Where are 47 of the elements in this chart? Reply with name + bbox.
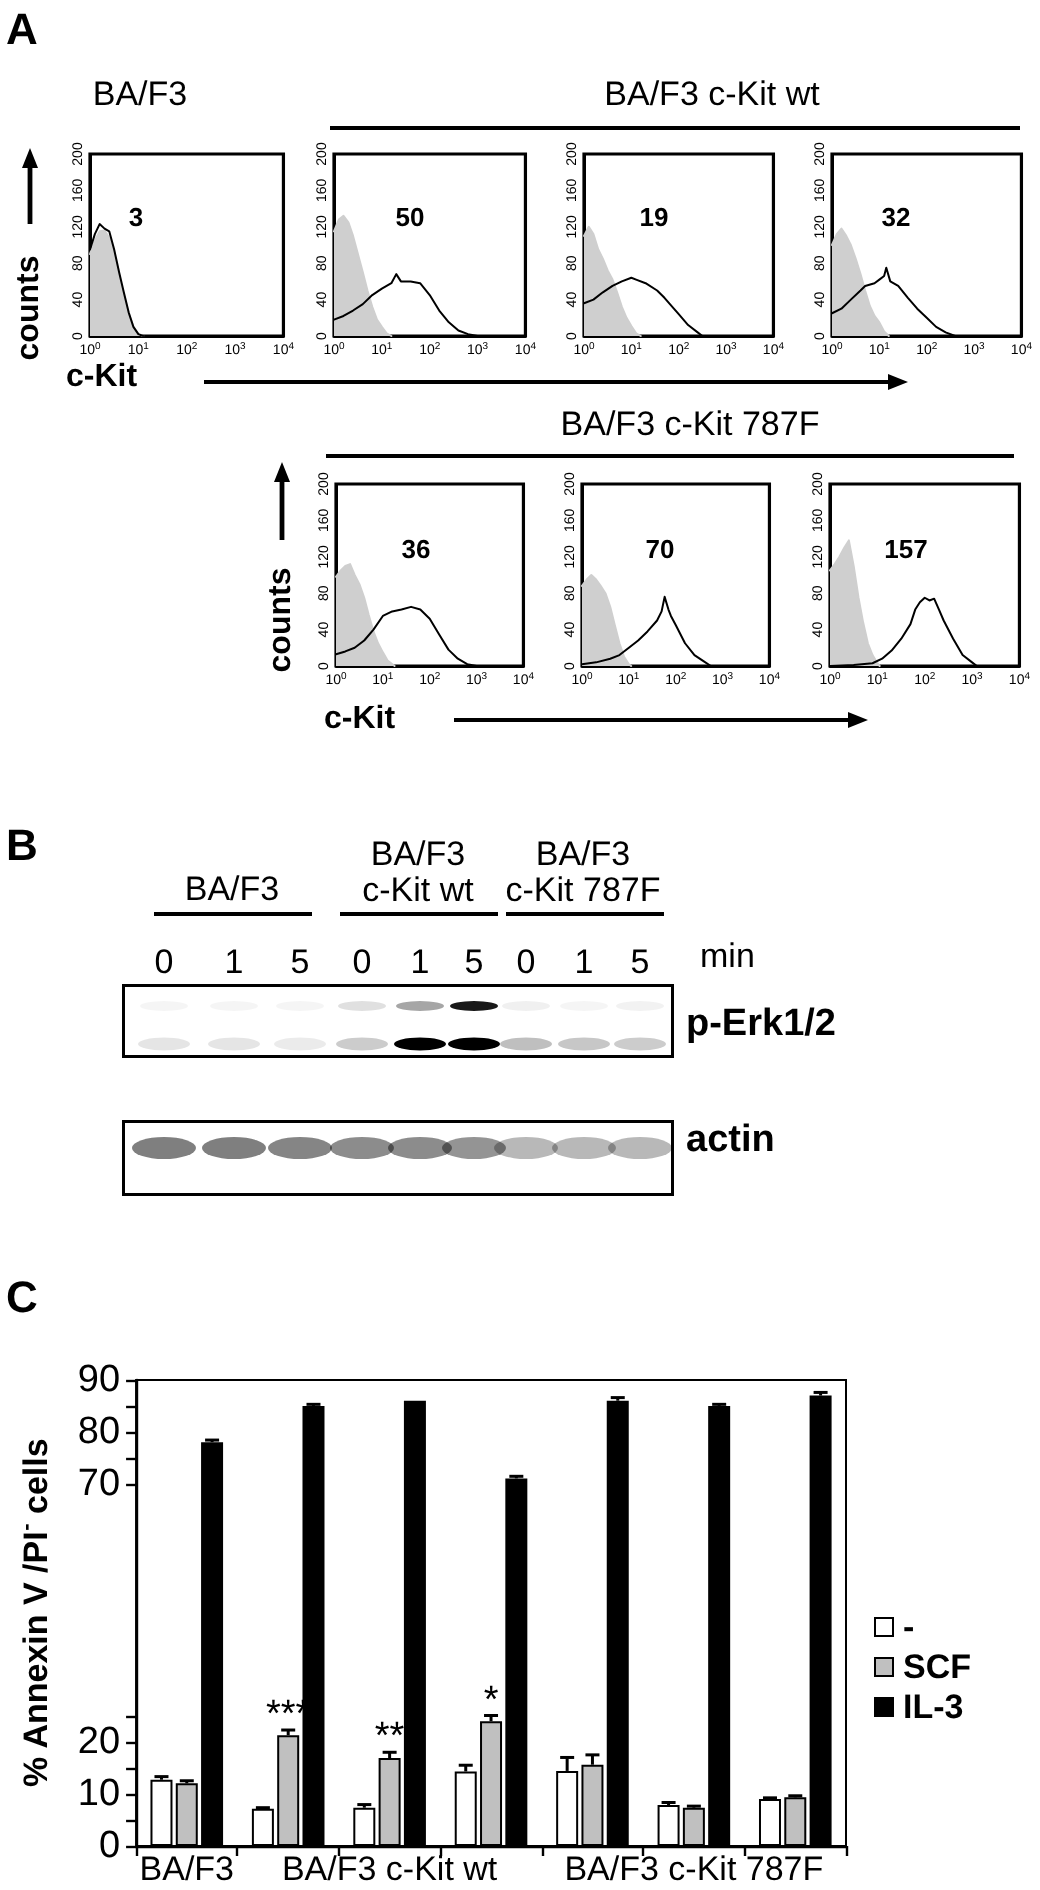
x-tick-label: BA/F3 c-Kit wt	[281, 1850, 498, 1888]
legend-label: -	[903, 1608, 915, 1646]
y-tick-label: 70	[77, 1462, 121, 1505]
chart-title: BA/F3 c-Kit 787F	[560, 405, 820, 445]
text: min	[700, 937, 755, 977]
y-axis-title: % Annexin V /PI- cells	[15, 1438, 55, 1788]
x-axis-title: c-Kit	[66, 360, 138, 396]
y-tick-label: 10	[77, 1773, 121, 1816]
y-tick-label: 20	[77, 1721, 121, 1764]
y-tick-label: 0	[98, 1825, 121, 1867]
chart-title: BA/F3	[92, 75, 188, 115]
y-tick-label: 80	[77, 1410, 121, 1453]
annotation: 70	[645, 533, 675, 565]
x-axis-title: c-Kit	[324, 702, 396, 738]
category-label: 5	[290, 943, 310, 983]
text: BA/F3	[184, 870, 280, 909]
category-label: 1	[410, 943, 430, 983]
y-axis-title: counts	[264, 567, 300, 673]
category-label: 1	[224, 943, 244, 983]
y-tick-label: 90	[77, 1359, 121, 1401]
chart-title: BA/F3 c-Kit wt	[604, 75, 820, 115]
category-label: 1	[574, 943, 594, 983]
text: BA/F3 c-Kit 787F	[505, 834, 661, 909]
category-label: 0	[154, 943, 174, 983]
annotation: 50	[395, 201, 425, 233]
x-tick-label: BA/F3 c-Kit 787F	[564, 1850, 824, 1888]
category-label: 5	[464, 943, 484, 983]
annotation: 3	[128, 201, 144, 233]
annotation: 36	[401, 533, 431, 565]
text: B	[6, 820, 38, 871]
legend-label: SCF	[903, 1648, 971, 1686]
annotation: 32	[881, 201, 911, 233]
category-label: actin	[686, 1119, 775, 1162]
text: BA/F3 c-Kit wt	[362, 834, 474, 909]
text: C	[6, 1272, 38, 1323]
category-label: 5	[630, 943, 650, 983]
legend-label: IL-3	[903, 1688, 964, 1726]
category-label: 0	[352, 943, 372, 983]
annotation: 19	[639, 201, 669, 233]
category-label: 0	[516, 943, 536, 983]
data-label: **	[374, 1716, 406, 1759]
category-label: p-Erk1/2	[686, 1003, 836, 1046]
annotation: 157	[884, 533, 928, 565]
data-label: *	[483, 1679, 500, 1722]
y-axis-title: counts	[12, 255, 48, 361]
text: A	[6, 4, 38, 55]
x-tick-label: BA/F3	[139, 1850, 235, 1888]
